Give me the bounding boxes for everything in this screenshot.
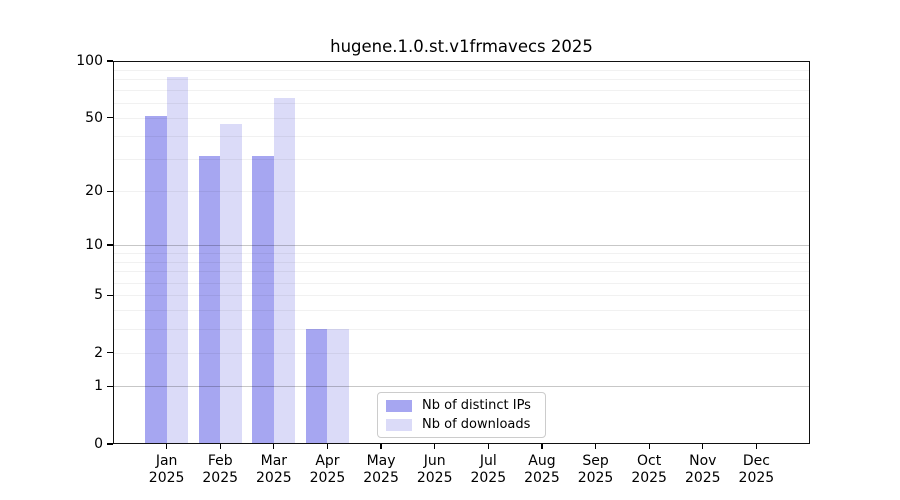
- x-tick-month: Dec: [742, 453, 770, 469]
- x-tick-mark: [273, 444, 275, 449]
- y-tick-mark: [107, 117, 113, 119]
- x-tick-label: Feb 2025: [188, 453, 252, 487]
- x-tick-mark: [326, 444, 329, 449]
- bar-downloads: [327, 328, 349, 444]
- x-tick-mark: [487, 444, 489, 449]
- x-tick-year: 2025: [363, 470, 399, 486]
- x-tick-mark: [434, 444, 436, 449]
- gridline-minor: [113, 191, 810, 193]
- gridline-minor: [113, 271, 810, 273]
- bar-downloads: [166, 77, 189, 444]
- gridline-minor: [113, 295, 810, 297]
- x-tick-year: 2025: [524, 470, 560, 486]
- gridline-minor: [113, 310, 810, 312]
- x-tick-month: Sep: [582, 453, 609, 469]
- gridline-minor: [113, 69, 810, 71]
- x-tick-mark: [166, 444, 168, 449]
- x-tick-mark: [648, 444, 650, 449]
- y-tick-label: 100: [76, 53, 103, 69]
- bar-downloads: [220, 124, 242, 444]
- x-tick-mark: [594, 444, 597, 449]
- x-tick-month: Nov: [689, 453, 717, 469]
- x-tick-label: Aug 2025: [510, 453, 574, 487]
- y-tick-label: 1: [94, 378, 103, 395]
- x-tick-label: Jan 2025: [135, 453, 199, 487]
- y-tick-label: 0: [94, 436, 103, 452]
- x-tick-mark: [702, 444, 704, 449]
- x-tick-month: May: [366, 453, 396, 469]
- gridline-minor: [113, 328, 810, 330]
- x-tick-month: Mar: [260, 453, 288, 469]
- legend-label-downloads: Nb of downloads: [422, 417, 531, 432]
- x-tick-mark: [219, 444, 221, 449]
- x-tick-month: Jul: [479, 453, 497, 469]
- x-tick-year: 2025: [256, 470, 292, 486]
- gridline-minor: [113, 252, 810, 254]
- gridline-major: [113, 245, 810, 246]
- x-tick-label: Jun 2025: [403, 453, 467, 487]
- y-tick-mark: [107, 385, 113, 388]
- gridline-minor: [113, 135, 810, 137]
- x-tick-mark: [380, 444, 382, 449]
- bar-downloads: [273, 97, 296, 444]
- legend-swatch-downloads-icon: [386, 418, 412, 431]
- x-tick-label: May 2025: [349, 453, 413, 487]
- x-tick-month: Feb: [207, 453, 233, 469]
- x-tick-year: 2025: [738, 470, 775, 486]
- gridline-minor: [113, 159, 810, 161]
- y-tick-mark: [107, 294, 113, 296]
- x-tick-year: 2025: [684, 470, 721, 486]
- x-tick-month: Apr: [315, 453, 340, 469]
- x-tick-label: Oct 2025: [617, 453, 681, 487]
- y-tick-mark: [107, 352, 113, 354]
- y-tick-label: 10: [85, 237, 103, 253]
- gridline-minor: [113, 352, 810, 354]
- x-tick-year: 2025: [202, 470, 239, 486]
- gridline-minor: [113, 102, 810, 104]
- y-tick-mark: [107, 443, 113, 445]
- x-tick-year: 2025: [577, 470, 614, 486]
- bar-distinct-ips: [252, 156, 274, 444]
- x-tick-month: Jun: [423, 453, 446, 469]
- x-tick-month: Oct: [637, 453, 662, 469]
- bar-distinct-ips: [305, 328, 328, 444]
- y-tick-mark: [107, 244, 113, 246]
- gridline-minor: [113, 261, 810, 263]
- x-tick-mark: [755, 444, 757, 449]
- y-tick-mark: [107, 190, 113, 192]
- x-tick-label: Sep 2025: [564, 453, 628, 487]
- x-tick-label: Apr 2025: [295, 453, 359, 487]
- x-tick-label: Nov 2025: [671, 453, 735, 487]
- x-tick-label: Dec 2025: [724, 453, 788, 487]
- y-tick-label: 20: [85, 183, 103, 200]
- gridline-minor: [113, 117, 810, 119]
- x-tick-label: Jul 2025: [456, 453, 520, 487]
- x-tick-year: 2025: [631, 470, 667, 486]
- x-tick-year: 2025: [416, 470, 453, 486]
- y-tick-mark: [107, 60, 113, 62]
- y-tick-label: 5: [94, 287, 103, 304]
- legend-item-downloads: Nb of downloads: [386, 417, 545, 432]
- gridline-minor: [113, 79, 810, 81]
- legend-label-distinct-ips: Nb of distinct IPs: [422, 398, 531, 413]
- x-tick-year: 2025: [309, 470, 346, 486]
- y-tick-label: 50: [85, 109, 103, 126]
- legend-swatch-distinct-ips-icon: [386, 399, 412, 412]
- legend: Nb of distinct IPs Nb of downloads: [377, 392, 546, 438]
- x-tick-month: Aug: [528, 453, 556, 469]
- y-tick-label: 2: [94, 344, 103, 361]
- gridline-minor: [113, 282, 810, 284]
- x-tick-label: Mar 2025: [242, 453, 306, 487]
- x-tick-mark: [541, 444, 543, 449]
- x-tick-year: 2025: [148, 470, 185, 486]
- chart-title: hugene.1.0.st.v1frmavecs 2025: [330, 37, 593, 56]
- x-tick-month: Jan: [155, 453, 178, 469]
- gridline-major: [113, 386, 810, 388]
- bar-distinct-ips: [198, 156, 221, 444]
- legend-item-distinct-ips: Nb of distinct IPs: [386, 398, 545, 413]
- gridline-minor: [113, 90, 810, 92]
- bar-distinct-ips: [145, 116, 167, 444]
- x-tick-year: 2025: [470, 470, 507, 486]
